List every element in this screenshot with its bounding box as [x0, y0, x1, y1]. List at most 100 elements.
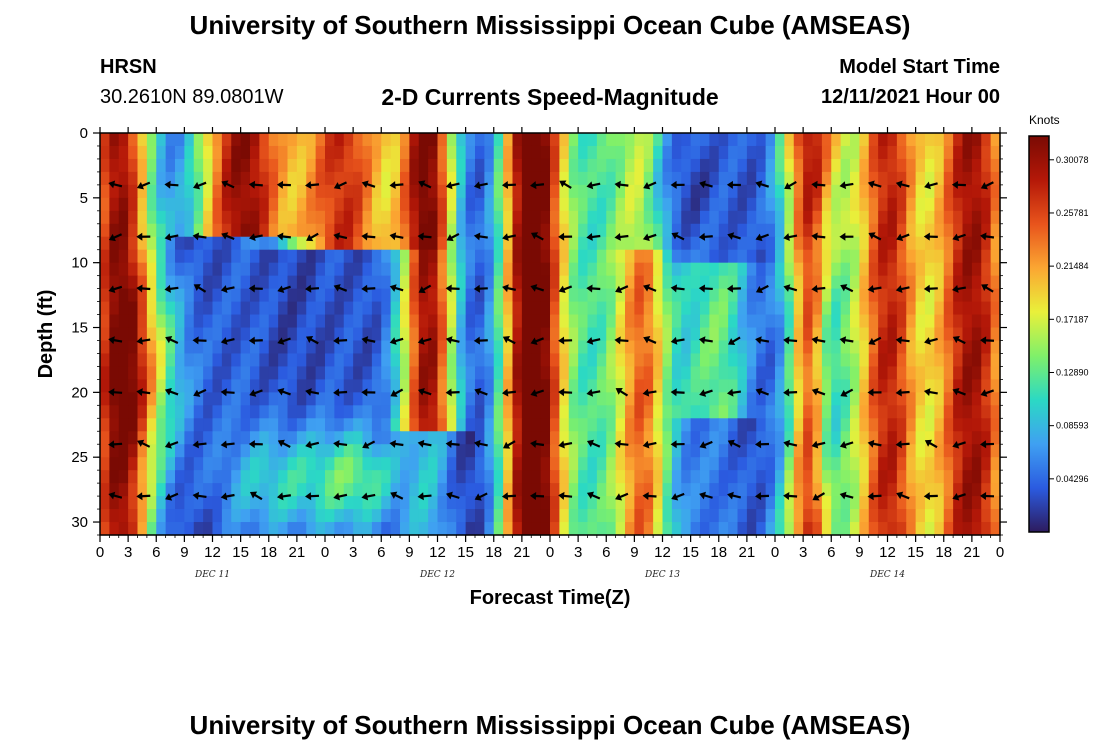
heat-cell: [381, 392, 392, 406]
heat-cell: [156, 366, 167, 380]
heat-cell: [353, 509, 364, 523]
heat-cell: [915, 509, 926, 523]
heat-cell: [737, 275, 748, 290]
heat-cell: [700, 340, 710, 355]
heat-cell: [390, 236, 401, 251]
heat-cell: [831, 184, 842, 199]
heat-cell: [446, 145, 457, 160]
heat-cell: [971, 236, 982, 251]
current-arrow: [277, 387, 291, 396]
heat-cell: [962, 366, 973, 380]
heat-cell: [550, 184, 560, 199]
heat-cell: [803, 509, 814, 523]
heat-cell: [859, 353, 870, 368]
heat-cell: [334, 197, 345, 212]
heat-cell: [156, 197, 167, 212]
heat-cell: [653, 327, 664, 342]
heat-cell: [550, 418, 560, 432]
heat-cell: [878, 353, 889, 368]
heat-cell: [662, 392, 673, 406]
heat-cell: [156, 327, 167, 342]
heat-cell: [325, 496, 335, 510]
heat-cell: [728, 210, 739, 225]
current-arrow: [417, 387, 432, 396]
heat-cell: [878, 236, 889, 251]
heat-cell: [231, 483, 242, 497]
heat-cell: [775, 288, 785, 303]
heat-cell: [184, 314, 195, 329]
heat-cell: [765, 301, 776, 316]
heat-cell: [550, 483, 560, 497]
heat-cell: [353, 275, 364, 290]
heat-cell: [943, 509, 954, 523]
heat-cell: [606, 301, 617, 316]
heat-cell: [493, 457, 504, 471]
heat-cell: [615, 418, 626, 432]
heat-cell: [943, 223, 954, 238]
heat-cell: [615, 327, 626, 342]
heat-cell: [521, 509, 532, 523]
heat-cell: [240, 431, 251, 445]
heat-cell: [990, 314, 1001, 329]
heat-cell: [193, 197, 204, 212]
heat-cell: [362, 210, 373, 225]
heat-cell: [625, 496, 635, 510]
heat-cell: [681, 457, 692, 471]
heat-cell: [578, 522, 589, 536]
heat-cell: [981, 379, 992, 393]
heat-cell: [259, 509, 270, 523]
heat-cell: [906, 483, 917, 497]
heat-cell: [653, 210, 664, 225]
heat-cell: [887, 301, 898, 316]
heat-cell: [625, 275, 635, 290]
heat-cell: [971, 509, 982, 523]
heat-cell: [175, 327, 185, 342]
heat-cell: [550, 405, 560, 419]
heat-cell: [568, 145, 579, 160]
heat-cell: [259, 327, 270, 342]
heat-cell: [653, 133, 664, 147]
heat-cell: [559, 275, 570, 290]
heat-cell: [784, 158, 795, 173]
heat-cell: [990, 509, 1001, 523]
heat-cell: [728, 171, 739, 186]
current-arrow: [417, 492, 432, 501]
current-arrow: [473, 181, 488, 190]
current-arrow: [333, 492, 348, 501]
heat-cell: [109, 353, 120, 368]
heat-cell: [531, 470, 542, 484]
heat-cell: [531, 197, 542, 212]
heat-cell: [671, 431, 682, 445]
current-arrow: [896, 491, 910, 500]
heat-cell: [615, 340, 626, 355]
heat-cell: [840, 236, 851, 251]
heat-cell: [812, 418, 823, 432]
heat-cell: [550, 444, 560, 458]
current-arrow: [164, 180, 179, 189]
heat-cell: [409, 327, 420, 342]
heat-cell: [531, 133, 542, 147]
heat-cell: [296, 444, 307, 458]
heat-cell: [165, 470, 176, 484]
heat-cell: [128, 340, 139, 355]
heat-cell: [953, 288, 964, 303]
heat-cell: [484, 223, 495, 238]
heat-cell: [118, 288, 129, 303]
heat-cell: [831, 509, 842, 523]
heat-cell: [793, 522, 804, 536]
heat-cell: [334, 249, 345, 264]
heat-cell: [456, 223, 467, 238]
heat-cell: [728, 262, 739, 277]
heat-cell: [475, 184, 485, 199]
heat-cell: [353, 483, 364, 497]
heat-cell: [503, 496, 514, 510]
heat-cell: [793, 236, 804, 251]
heat-cell: [821, 470, 832, 484]
current-arrow: [501, 180, 516, 189]
heat-cell: [221, 158, 232, 173]
heat-cell: [653, 431, 664, 445]
heat-cell: [990, 522, 1001, 536]
heat-cell: [896, 457, 907, 471]
heat-cell: [756, 405, 767, 419]
x-tick-label: 3: [799, 544, 807, 561]
